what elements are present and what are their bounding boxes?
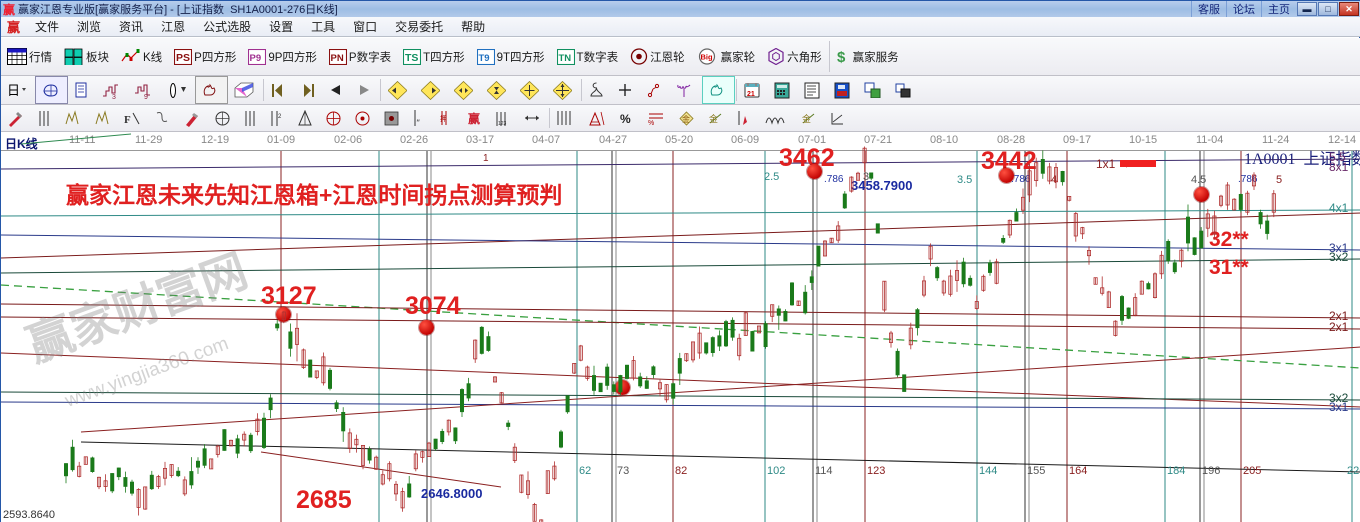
svg-text:2: 2 xyxy=(278,114,282,120)
svg-text:T9: T9 xyxy=(478,53,489,64)
svg-text:F: F xyxy=(124,114,131,126)
svg-text:9: 9 xyxy=(144,94,148,99)
svg-text:金: 金 xyxy=(709,113,718,124)
svg-text:日: 日 xyxy=(7,83,20,98)
svg-text:PN: PN xyxy=(330,53,343,64)
svg-text:$: $ xyxy=(837,49,846,65)
svg-text:Big: Big xyxy=(700,53,713,62)
svg-text:赢: 赢 xyxy=(468,111,480,125)
svg-text:%: % xyxy=(620,112,631,125)
svg-text:TS: TS xyxy=(405,52,418,64)
svg-text:PS: PS xyxy=(176,52,190,64)
svg-text:押: 押 xyxy=(440,114,447,123)
svg-text:3: 3 xyxy=(112,94,116,99)
svg-text:": " xyxy=(416,118,420,126)
svg-text:P9: P9 xyxy=(250,53,262,64)
svg-text:TN: TN xyxy=(558,53,571,64)
svg-text:金: 金 xyxy=(682,114,690,124)
svg-text:123: 123 xyxy=(498,121,507,126)
svg-text:%: % xyxy=(648,120,654,126)
svg-text:金: 金 xyxy=(802,113,811,124)
svg-text:21: 21 xyxy=(747,91,755,98)
